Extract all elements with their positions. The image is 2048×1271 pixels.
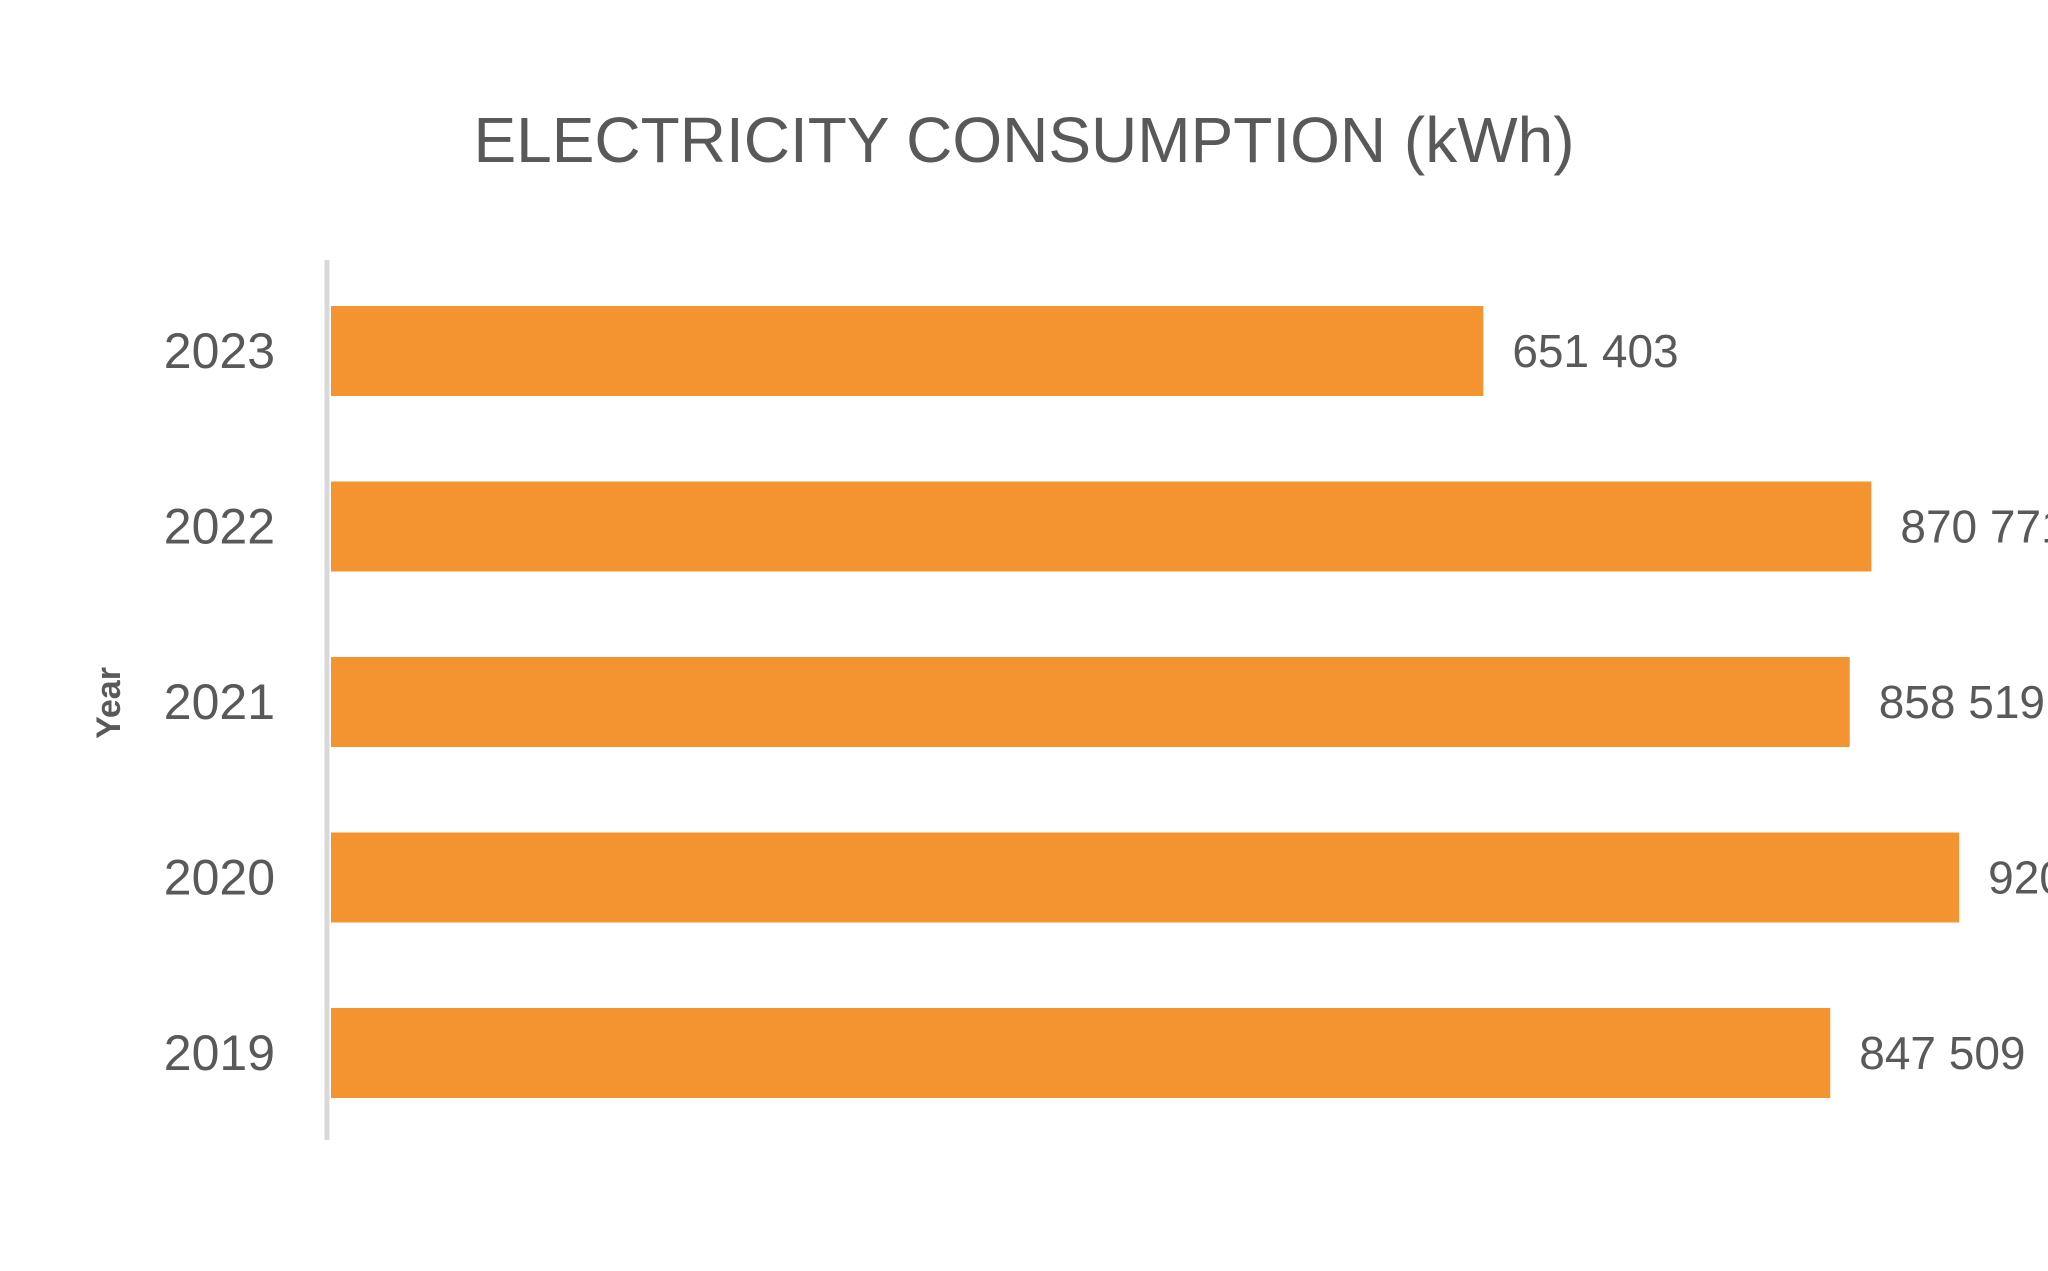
data-labels: 651 403 870 771 858 519 920 388 847 509 bbox=[1512, 325, 2048, 1079]
bars bbox=[331, 306, 1960, 1098]
data-label-2022: 870 771 bbox=[1900, 501, 2048, 553]
y-tick-label-2022: 2022 bbox=[164, 499, 275, 555]
y-tick-label-2020: 2020 bbox=[164, 850, 275, 906]
bar-2021 bbox=[331, 657, 1850, 747]
data-label-2023: 651 403 bbox=[1512, 325, 1678, 377]
bar-2023 bbox=[331, 306, 1484, 396]
bar-2022 bbox=[331, 481, 1872, 572]
y-tick-labels: 2023 2022 2021 2020 2019 bbox=[164, 323, 275, 1081]
y-tick-label-2021: 2021 bbox=[164, 674, 275, 730]
chart-title: ELECTRICITY CONSUMPTION (kWh) bbox=[473, 104, 1574, 176]
y-tick-label-2019: 2019 bbox=[164, 1025, 275, 1081]
data-label-2019: 847 509 bbox=[1859, 1027, 2025, 1079]
y-axis-title: Year bbox=[90, 667, 128, 739]
y-tick-label-2023: 2023 bbox=[164, 323, 275, 379]
data-label-2021: 858 519 bbox=[1879, 676, 2045, 728]
bar-2020 bbox=[331, 832, 1960, 923]
bar-2019 bbox=[331, 1008, 1831, 1098]
data-label-2020: 920 388 bbox=[1988, 852, 2048, 904]
